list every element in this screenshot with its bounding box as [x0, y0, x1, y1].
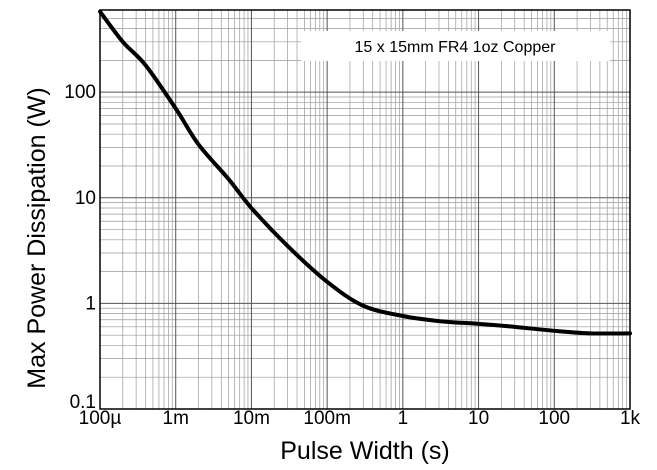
minor-grid	[100, 9, 630, 409]
x-axis-label: Pulse Width (s)	[280, 437, 449, 465]
plot-area	[99, 9, 631, 410]
x-tick-label: 1m	[163, 408, 189, 429]
x-tick-label: 100µ	[79, 408, 122, 429]
annotation-box: 15 x 15mm FR4 1oz Copper	[301, 31, 610, 61]
annotation-text: 15 x 15mm FR4 1oz Copper	[355, 39, 557, 56]
x-tick-label: 100m	[303, 408, 351, 429]
annotation-background	[301, 31, 610, 61]
series-layer	[98, 9, 632, 336]
x-tick-label: 1k	[620, 408, 641, 429]
x-tick-label: 1	[398, 408, 409, 429]
tick-labels: 100µ 1m 10m 100m 1 10 100 1k 0.1 1 10 100	[64, 82, 640, 429]
x-tick-label: 100	[538, 408, 570, 429]
y-tick-label: 0.1	[70, 392, 96, 413]
series-line-0	[98, 9, 632, 336]
y-tick-label: 100	[64, 82, 96, 103]
y-tick-label: 1	[85, 293, 96, 314]
y-axis-label: Max Power Dissipation (W)	[23, 87, 51, 388]
x-tick-label: 10	[468, 408, 489, 429]
y-tick-label: 10	[75, 188, 96, 209]
x-tick-label: 10m	[233, 408, 270, 429]
